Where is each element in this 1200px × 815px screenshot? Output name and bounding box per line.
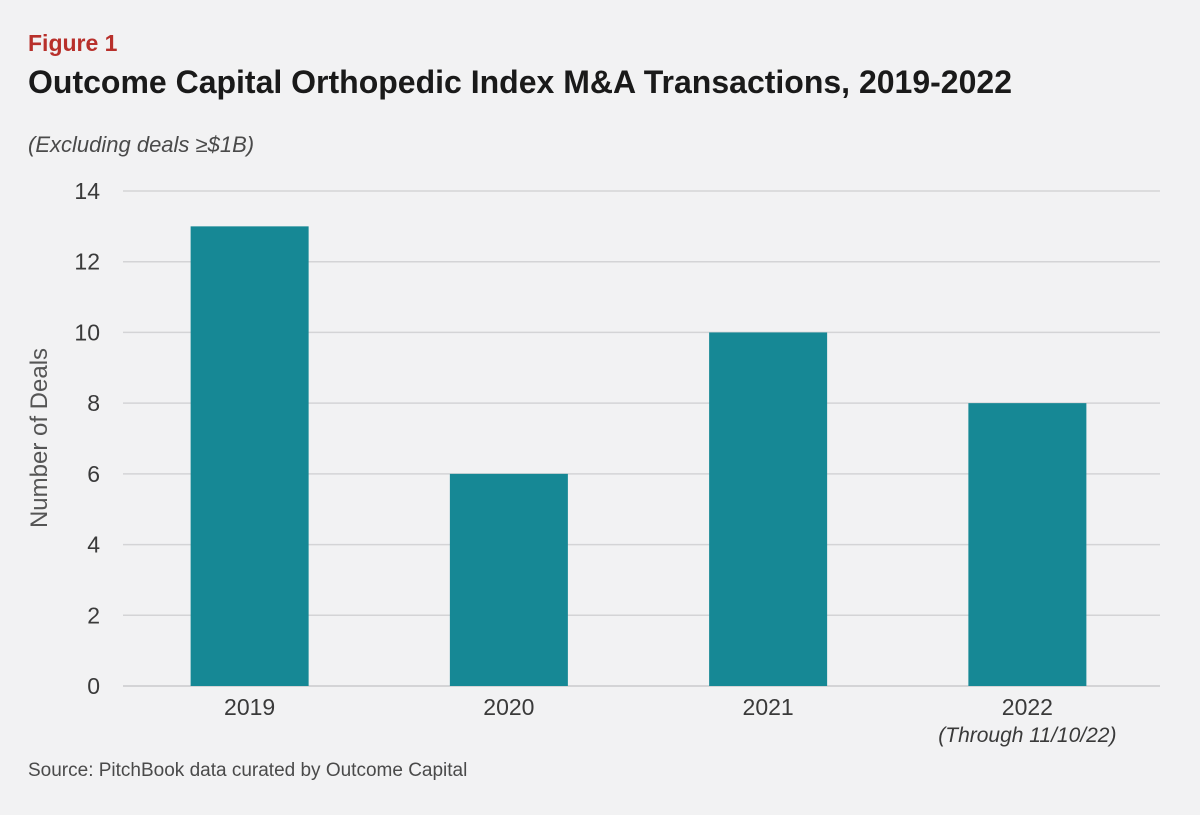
y-tick-label: 10 xyxy=(74,319,100,345)
y-tick-label: 4 xyxy=(87,532,100,558)
x-tick-note: (Through 11/10/22) xyxy=(938,724,1116,747)
bars xyxy=(190,226,1087,686)
chart-subtitle: (Excluding deals ≥$1B) xyxy=(28,132,255,157)
bar-2020 xyxy=(449,473,568,686)
bar-2022 xyxy=(968,403,1087,686)
x-tick-label: 2020 xyxy=(483,694,534,720)
source-note: Source: PitchBook data curated by Outcom… xyxy=(28,760,468,781)
x-tick-label: 2022 xyxy=(1002,694,1053,720)
x-tick-label: 2021 xyxy=(743,694,794,720)
y-axis-label: Number of Deals xyxy=(26,348,53,528)
x-tick-labels: 2019 2020 2021 2022 (Through 11/10/22) xyxy=(224,694,1116,747)
y-tick-label: 8 xyxy=(87,390,100,416)
chart-title: Outcome Capital Orthopedic Index M&A Tra… xyxy=(28,64,1012,100)
y-tick-label: 0 xyxy=(87,673,100,699)
y-tick-label: 14 xyxy=(74,178,100,204)
y-tick-label: 2 xyxy=(87,602,100,628)
bar-2021 xyxy=(709,332,828,686)
figure-label: Figure 1 xyxy=(28,30,118,56)
y-tick-labels: 0 2 4 6 8 10 12 14 xyxy=(74,178,100,699)
y-tick-label: 12 xyxy=(74,249,100,275)
y-tick-label: 6 xyxy=(87,461,100,487)
x-tick-label: 2019 xyxy=(224,694,275,720)
bar-2019 xyxy=(190,226,309,686)
